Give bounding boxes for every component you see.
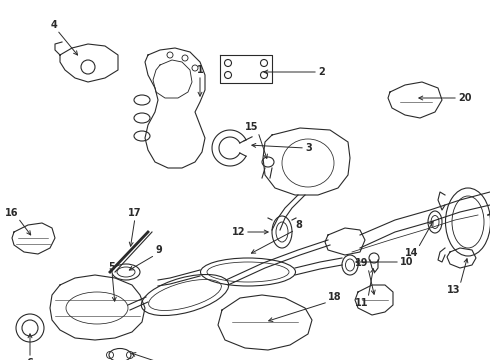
Text: 13: 13 xyxy=(446,285,460,295)
Text: 8: 8 xyxy=(295,220,302,230)
Text: 18: 18 xyxy=(328,292,342,302)
Text: 11: 11 xyxy=(354,298,368,308)
Text: 3: 3 xyxy=(305,143,312,153)
Text: 14: 14 xyxy=(405,248,418,258)
Text: 9: 9 xyxy=(155,245,162,255)
Text: 4: 4 xyxy=(50,20,57,30)
Text: 2: 2 xyxy=(318,67,325,77)
Text: 12: 12 xyxy=(231,227,245,237)
Text: 20: 20 xyxy=(458,93,471,103)
Text: 15: 15 xyxy=(245,122,258,132)
Text: 19: 19 xyxy=(354,258,368,268)
Text: 16: 16 xyxy=(4,208,18,218)
Text: 1: 1 xyxy=(196,65,203,75)
Text: 5: 5 xyxy=(109,262,115,272)
Text: 6: 6 xyxy=(26,358,33,360)
Text: 10: 10 xyxy=(400,257,414,267)
Text: 17: 17 xyxy=(128,208,142,218)
